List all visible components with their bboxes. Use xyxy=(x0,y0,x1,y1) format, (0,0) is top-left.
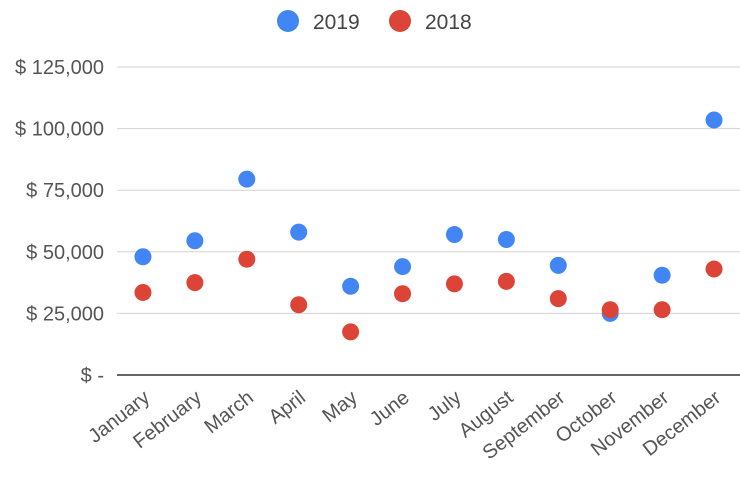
data-point-2018 xyxy=(342,323,360,341)
data-point-2018 xyxy=(445,275,463,293)
data-point-2018 xyxy=(653,301,671,319)
data-point-2019 xyxy=(445,226,463,244)
y-tick-label: $ 100,000 xyxy=(15,119,104,141)
legend-label: 2018 xyxy=(425,11,472,34)
x-tick-label: July xyxy=(424,387,466,426)
data-point-2018 xyxy=(134,283,152,301)
legend: 2019 2018 xyxy=(277,10,472,34)
data-point-2018 xyxy=(290,296,308,314)
x-tick-label: April xyxy=(265,387,310,429)
data-point-2019 xyxy=(549,256,567,274)
data-point-2018 xyxy=(601,301,619,319)
x-tick-label: June xyxy=(366,387,414,431)
data-point-2019 xyxy=(134,248,152,266)
y-tick-label: $ 50,000 xyxy=(26,242,104,264)
x-tick-label: March xyxy=(201,387,258,439)
y-tick-label: $ 25,000 xyxy=(26,303,104,325)
legend-marker xyxy=(277,10,299,32)
data-point-2018 xyxy=(394,285,412,303)
data-point-2019 xyxy=(238,170,256,188)
data-points xyxy=(134,111,723,341)
y-axis: $ - $ 25,000 $ 50,000 $ 75,000 $ 100,000 $ 12… xyxy=(15,57,104,387)
data-point-2018 xyxy=(238,250,256,268)
data-point-2019 xyxy=(290,223,308,241)
data-point-2019 xyxy=(653,266,671,284)
gridlines xyxy=(117,66,740,376)
data-point-2019 xyxy=(705,111,723,129)
data-point-2019 xyxy=(342,277,360,295)
data-point-2019 xyxy=(186,232,204,250)
y-tick-label: $ 125,000 xyxy=(15,57,104,79)
legend-marker xyxy=(389,10,411,32)
y-tick-label: $ 75,000 xyxy=(26,180,104,202)
data-point-2018 xyxy=(549,290,567,308)
data-point-2018 xyxy=(705,260,723,278)
y-tick-label: $ - xyxy=(81,365,104,387)
data-point-2019 xyxy=(394,258,412,276)
x-tick-label: May xyxy=(318,387,361,428)
data-point-2018 xyxy=(186,274,204,292)
legend-label: 2019 xyxy=(313,11,360,34)
data-point-2018 xyxy=(497,272,515,290)
data-point-2019 xyxy=(497,230,515,248)
